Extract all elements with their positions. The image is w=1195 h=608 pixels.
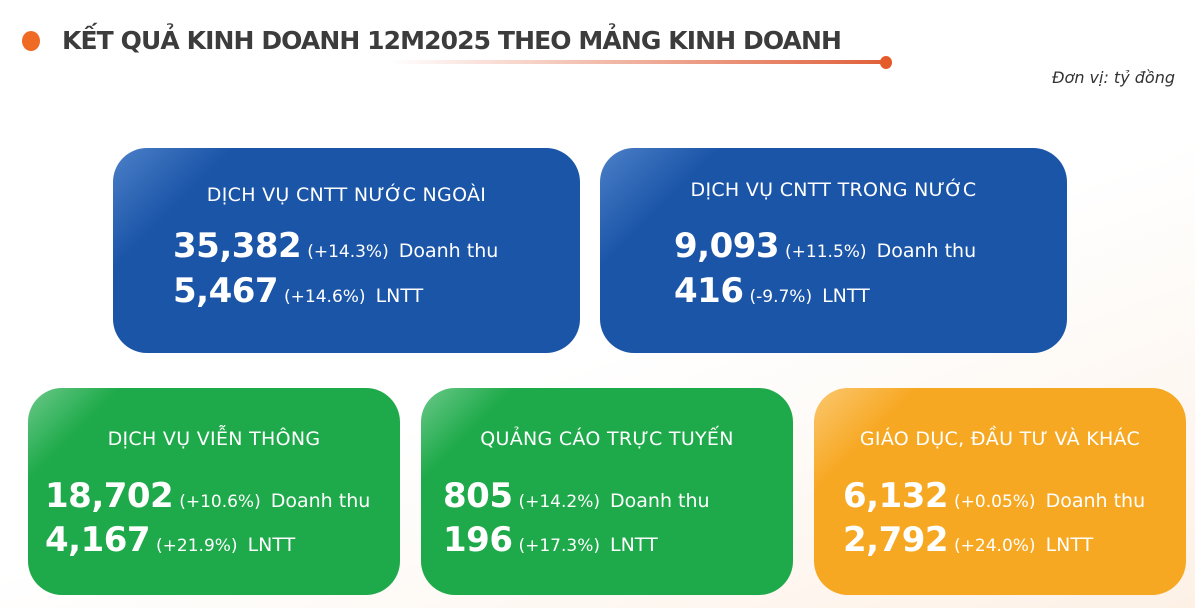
- profit-label: LNTT: [375, 285, 424, 307]
- profit-value: 196: [443, 520, 513, 560]
- revenue-value: 805: [443, 476, 513, 516]
- profit-value: 5,467: [173, 271, 279, 311]
- revenue-label: Doanh thu: [876, 240, 977, 262]
- underline-dot-icon: [880, 56, 892, 69]
- profit-value: 2,792: [843, 520, 949, 560]
- card-telecom: DỊCH VỤ VIỄN THÔNG 18,702 (+10.6%) Doanh t…: [28, 388, 400, 595]
- revenue-growth: (+0.05%): [954, 492, 1036, 512]
- title-bullet-icon: [22, 31, 40, 51]
- revenue-growth: (+11.5%): [785, 242, 867, 262]
- profit-value: 416: [674, 271, 744, 311]
- profit-label: LNTT: [1045, 534, 1094, 556]
- card-education-investment-other: GIÁO DỤC, ĐẦU TƯ VÀ KHÁC 6,132 (+0.05%) Do…: [814, 388, 1186, 595]
- title-underline: [390, 60, 885, 64]
- revenue-label: Doanh thu: [270, 490, 371, 512]
- profit-label: LNTT: [610, 534, 658, 556]
- card-it-domestic: DỊCH VỤ CNTT TRONG NƯỚC 9,093 (+11.5%) Doa…: [600, 148, 1067, 353]
- revenue-value: 9,093: [674, 226, 780, 266]
- card-title: GIÁO DỤC, ĐẦU TƯ VÀ KHÁC: [859, 428, 1141, 450]
- profit-label: LNTT: [247, 534, 296, 556]
- revenue-label: Doanh thu: [398, 240, 499, 262]
- revenue-value: 18,702: [45, 476, 174, 516]
- revenue-label: Doanh thu: [1045, 490, 1146, 512]
- card-online-ads: QUẢNG CÁO TRỰC TUYẾN 805 (+14.2%) Doanh th…: [421, 388, 793, 595]
- card-it-overseas: DỊCH VỤ CNTT NƯỚC NGOÀI 35,382 (+14.3%) Do…: [113, 148, 580, 353]
- revenue-value: 6,132: [843, 476, 949, 516]
- profit-label: LNTT: [822, 285, 870, 307]
- profit-value: 4,167: [45, 520, 151, 560]
- revenue-label: Doanh thu: [610, 490, 710, 512]
- revenue-value: 35,382: [173, 226, 302, 266]
- card-title: DỊCH VỤ CNTT TRONG NƯỚC: [690, 179, 977, 201]
- revenue-growth: (+14.3%): [307, 242, 389, 262]
- card-title: DỊCH VỤ VIỄN THÔNG: [107, 428, 321, 450]
- profit-growth: (+14.6%): [284, 287, 366, 307]
- card-title: QUẢNG CÁO TRỰC TUYẾN: [480, 428, 734, 450]
- profit-growth: (+21.9%): [156, 536, 238, 556]
- card-title: DỊCH VỤ CNTT NƯỚC NGOÀI: [206, 184, 487, 206]
- revenue-growth: (+10.6%): [179, 492, 261, 512]
- profit-growth: (+24.0%): [954, 536, 1036, 556]
- profit-growth: (-9.7%): [749, 287, 813, 307]
- profit-growth: (+17.3%): [518, 536, 600, 556]
- page-title: KẾT QUẢ KINH DOANH 12M2025 THEO MẢNG KIN…: [62, 26, 842, 55]
- revenue-growth: (+14.2%): [518, 492, 600, 512]
- unit-label: Đơn vị: tỷ đồng: [1052, 68, 1175, 87]
